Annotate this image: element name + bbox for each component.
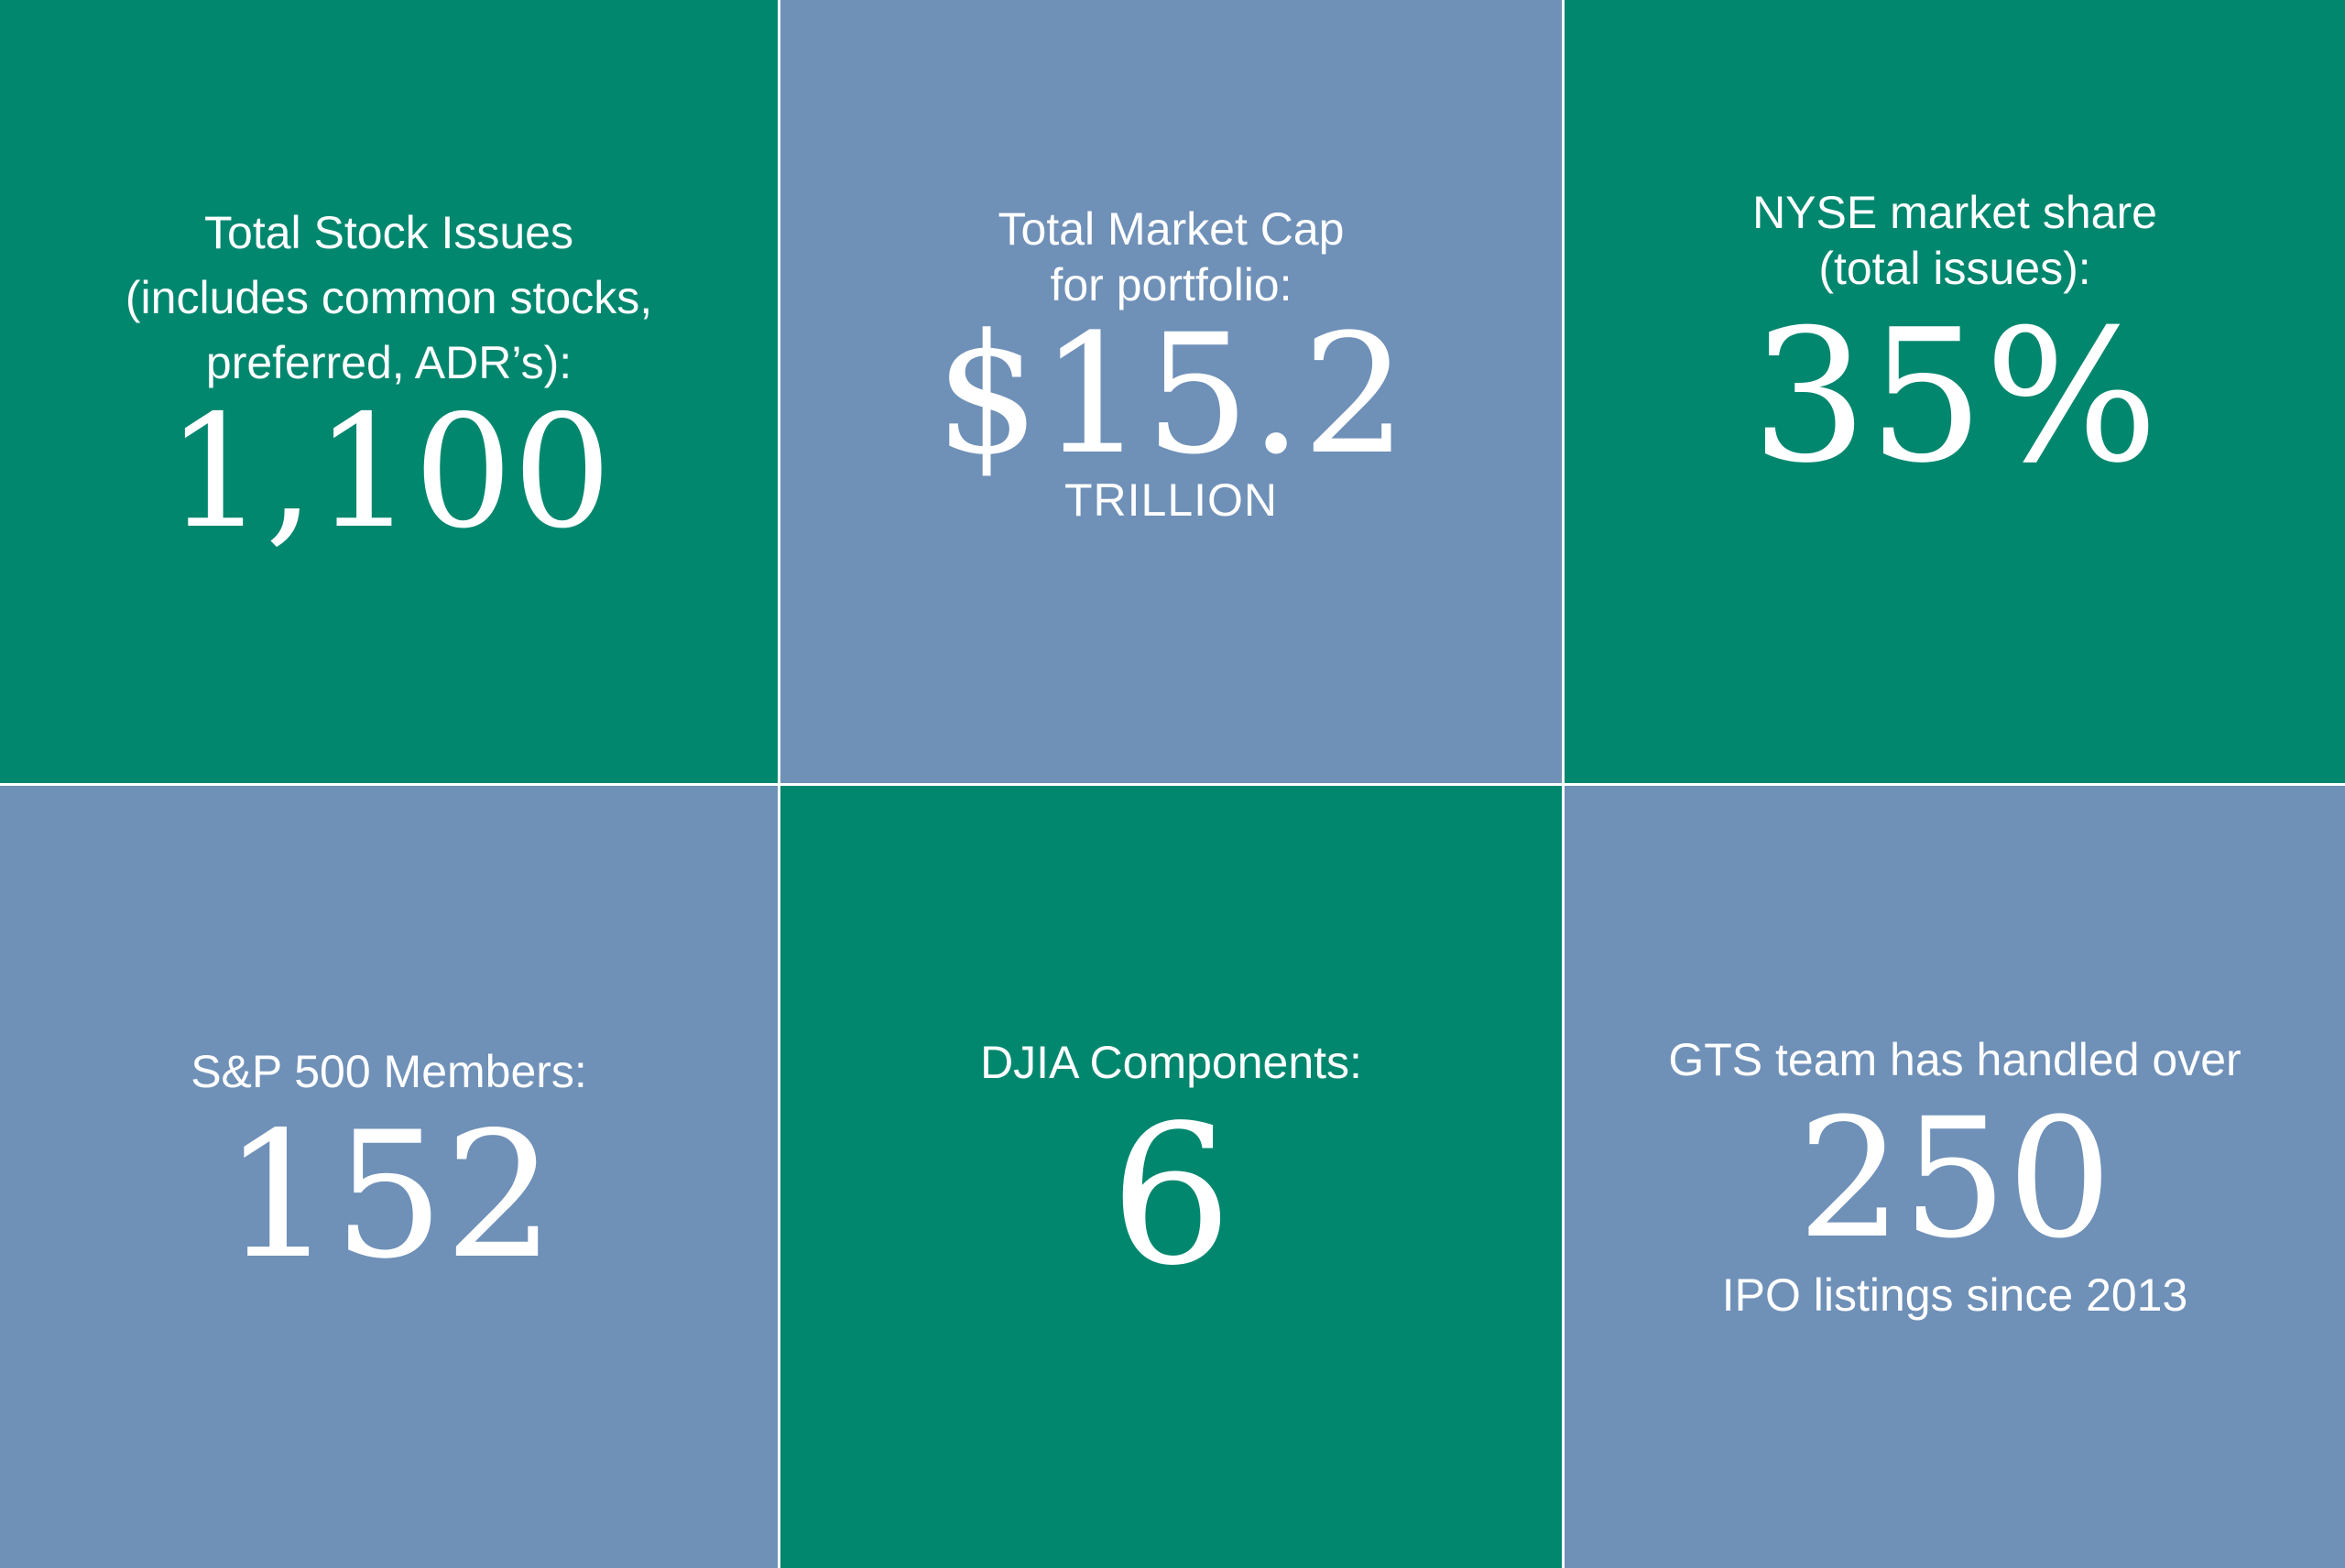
tile-value: $15.2 <box>934 299 1408 491</box>
tile-label-line: GTS team has handled over <box>1668 1033 2241 1085</box>
tile-value: 250 <box>1797 1083 2112 1275</box>
tile-djia-components: DJIA Components: 6 <box>780 786 1562 1568</box>
tile-caption: TRILLION <box>1063 474 1279 526</box>
tile-caption: IPO listings since 2013 <box>1721 1269 2188 1321</box>
tile-total-stock-issues: Total Stock Issues (includes common stoc… <box>0 0 778 783</box>
tile-value: 35% <box>1751 289 2159 504</box>
tile-label-line: (includes common stocks, <box>125 272 653 323</box>
tile-label-line: for portfolio: <box>1050 258 1292 310</box>
tile-value: 6 <box>1109 1083 1233 1308</box>
tile-nyse-market-share: NYSE market share (total issues): 35% <box>1565 0 2345 783</box>
tile-total-market-cap: Total Market Cap for portfolio: $15.2 TR… <box>780 0 1562 783</box>
tile-value: 152 <box>223 1094 555 1297</box>
tile-label-line: (total issues): <box>1818 242 2091 294</box>
tile-label-line: preferred, ADR’s): <box>205 337 573 388</box>
tile-label-line: Total Stock Issues <box>204 207 573 258</box>
tile-sp500-members: S&P 500 Members: 152 <box>0 786 778 1568</box>
tile-label-line: Total Market Cap <box>998 202 1345 255</box>
tile-label-line: DJIA Components: <box>980 1036 1362 1088</box>
tile-ipo-listings: GTS team has handled over 250 IPO listin… <box>1565 786 2345 1568</box>
tile-label-line: NYSE market share <box>1752 186 2157 238</box>
tile-value: 1,100 <box>166 382 612 563</box>
tile-label-line: S&P 500 Members: <box>191 1045 587 1097</box>
